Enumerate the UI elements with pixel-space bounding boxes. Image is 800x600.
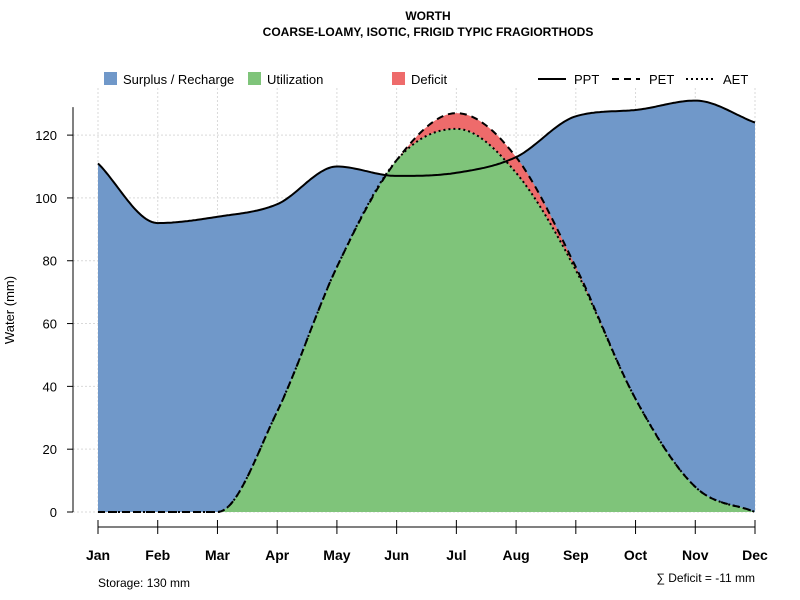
x-tick-label: Mar [205, 547, 230, 563]
x-tick-label: Aug [502, 547, 529, 563]
area-utilization-base [98, 157, 755, 512]
legend-label-utilization: Utilization [267, 72, 323, 87]
storage-note: Storage: 130 mm [98, 576, 190, 590]
chart-axes: 0 20 40 60 80 100 120 Jan Feb Mar Apr May Jun Jul Aug S… [35, 107, 768, 563]
legend-label-deficit: Deficit [411, 72, 448, 87]
chart-subtitle: COARSE-LOAMY, ISOTIC, FRIGID TYPIC FRAGI… [263, 25, 594, 39]
x-tick-label: Dec [742, 547, 768, 563]
legend-label-ppt: PPT [574, 72, 599, 87]
legend-label-aet: AET [723, 72, 748, 87]
series-line-pet [98, 112, 756, 513]
series-line-ppt [97, 99, 756, 225]
y-tick-label: 100 [35, 191, 57, 206]
y-tick-label: 120 [35, 128, 57, 143]
legend-label-surplus: Surplus / Recharge [123, 72, 234, 87]
x-tick-label: Jan [86, 547, 110, 563]
deficit-total: ∑ Deficit = -11 mm [656, 571, 755, 585]
chart-areas [98, 100, 755, 513]
x-tick-label: Jul [446, 547, 466, 563]
y-tick-label: 0 [50, 505, 57, 520]
x-tick-label: Feb [145, 547, 170, 563]
chart-legend: Surplus / Recharge Utilization Deficit P… [104, 72, 748, 87]
legend-label-pet: PET [649, 72, 674, 87]
chart-series-lines [97, 99, 756, 513]
x-tick-label: Sep [563, 547, 589, 563]
y-axis-label: Water (mm) [2, 276, 17, 344]
legend-swatch-deficit [392, 72, 405, 85]
chart-title: WORTH [405, 9, 450, 23]
x-tick-label: May [323, 547, 350, 563]
y-tick-label: 40 [43, 379, 57, 394]
legend-swatch-surplus [104, 72, 117, 85]
y-tick-label: 80 [43, 254, 57, 269]
legend-swatch-utilization [248, 72, 261, 85]
x-tick-label: Oct [624, 547, 648, 563]
x-tick-label: Apr [265, 547, 290, 563]
y-tick-label: 20 [43, 442, 57, 457]
x-tick-label: Jun [384, 547, 409, 563]
y-tick-label: 60 [43, 317, 57, 332]
x-tick-label: Nov [682, 547, 709, 563]
